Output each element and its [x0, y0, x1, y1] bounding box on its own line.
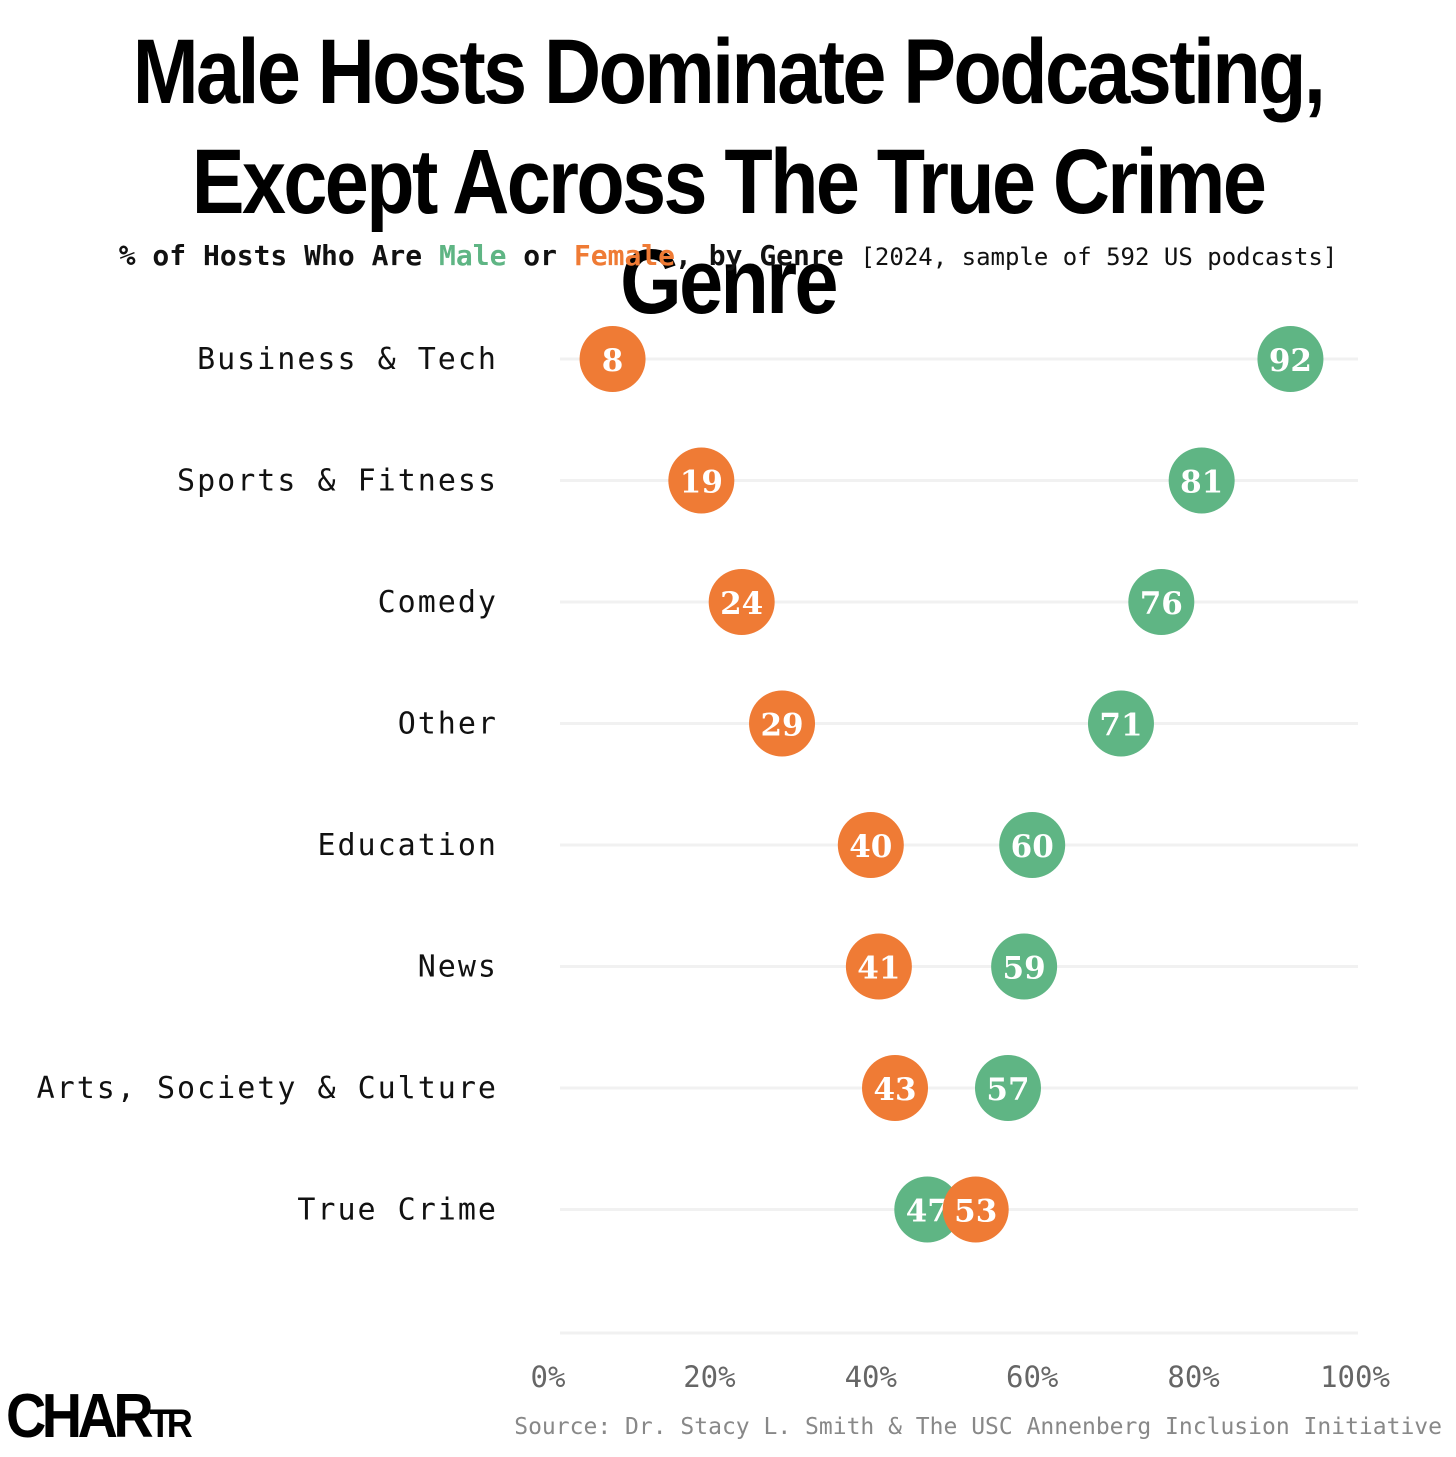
female-value-label: 41 — [857, 951, 900, 987]
male-dot — [974, 1055, 1041, 1121]
male-dot — [1087, 690, 1154, 757]
x-tick-label: 0% — [531, 1360, 566, 1394]
male-dot — [999, 812, 1066, 878]
x-tick-label: 40% — [845, 1360, 897, 1394]
female-value-label: 19 — [680, 465, 723, 501]
female-value-label: 24 — [720, 586, 763, 622]
male-value-label: 71 — [1099, 708, 1142, 744]
subtitle-note: [2024, sample of 592 US podcasts] — [860, 243, 1338, 271]
chartr-logo: CHARTR — [6, 1382, 193, 1457]
female-value-label: 53 — [954, 1194, 997, 1230]
male-value-label: 47 — [906, 1194, 949, 1230]
category-label: Other — [398, 707, 498, 742]
female-dot — [942, 1176, 1009, 1243]
logo-small: TR — [149, 1402, 193, 1446]
female-value-label: 40 — [849, 829, 892, 865]
male-value-label: 59 — [1003, 951, 1046, 987]
subtitle-suffix: , by Genre — [675, 239, 861, 272]
x-tick-label: 20% — [683, 1360, 735, 1394]
female-value-label: 29 — [760, 708, 803, 744]
male-dot — [1128, 569, 1195, 635]
female-dot — [708, 569, 775, 635]
category-label: True Crime — [297, 1193, 498, 1228]
male-value-label: 60 — [1011, 829, 1054, 865]
x-tick-label: 60% — [1006, 1360, 1058, 1394]
subtitle-middle: or — [506, 239, 574, 272]
category-label: Sports & Fitness — [177, 464, 498, 499]
female-dot — [579, 326, 646, 392]
female-value-label: 43 — [873, 1072, 916, 1108]
category-label: Comedy — [378, 585, 498, 620]
male-dot — [991, 933, 1058, 1000]
subtitle-prefix: % of Hosts Who Are — [118, 239, 439, 272]
male-value-label: 92 — [1269, 343, 1312, 379]
male-dot — [1168, 447, 1235, 514]
male-value-label: 81 — [1180, 465, 1223, 501]
male-value-label: 57 — [986, 1072, 1029, 1108]
male-dot — [894, 1176, 961, 1243]
x-tick-label: 100% — [1320, 1360, 1390, 1394]
category-label: Arts, Society & Culture — [37, 1071, 498, 1106]
female-dot — [862, 1055, 929, 1121]
female-dot — [837, 812, 904, 878]
female-dot — [668, 447, 735, 514]
source-note: Source: Dr. Stacy L. Smith & The USC Ann… — [514, 1414, 1442, 1440]
chart-subtitle: % of Hosts Who Are Male or Female, by Ge… — [0, 236, 1456, 277]
chart-title-line-2: Except Across The True Crime Genre — [191, 131, 1267, 333]
x-tick-label: 80% — [1167, 1360, 1219, 1394]
subtitle-male-word: Male — [439, 239, 507, 272]
male-value-label: 76 — [1140, 586, 1183, 622]
female-dot — [749, 690, 816, 757]
male-dot — [1257, 326, 1324, 392]
female-dot — [845, 933, 912, 1000]
category-label: Business & Tech — [197, 342, 498, 377]
category-label: Education — [317, 828, 498, 863]
subtitle-female-word: Female — [573, 239, 676, 272]
logo-main: CHAR — [6, 1382, 154, 1451]
female-value-label: 8 — [602, 343, 624, 379]
chart-title-line-1: Male Hosts Dominate Podcasting, — [132, 21, 1326, 123]
category-label: News — [418, 950, 498, 985]
